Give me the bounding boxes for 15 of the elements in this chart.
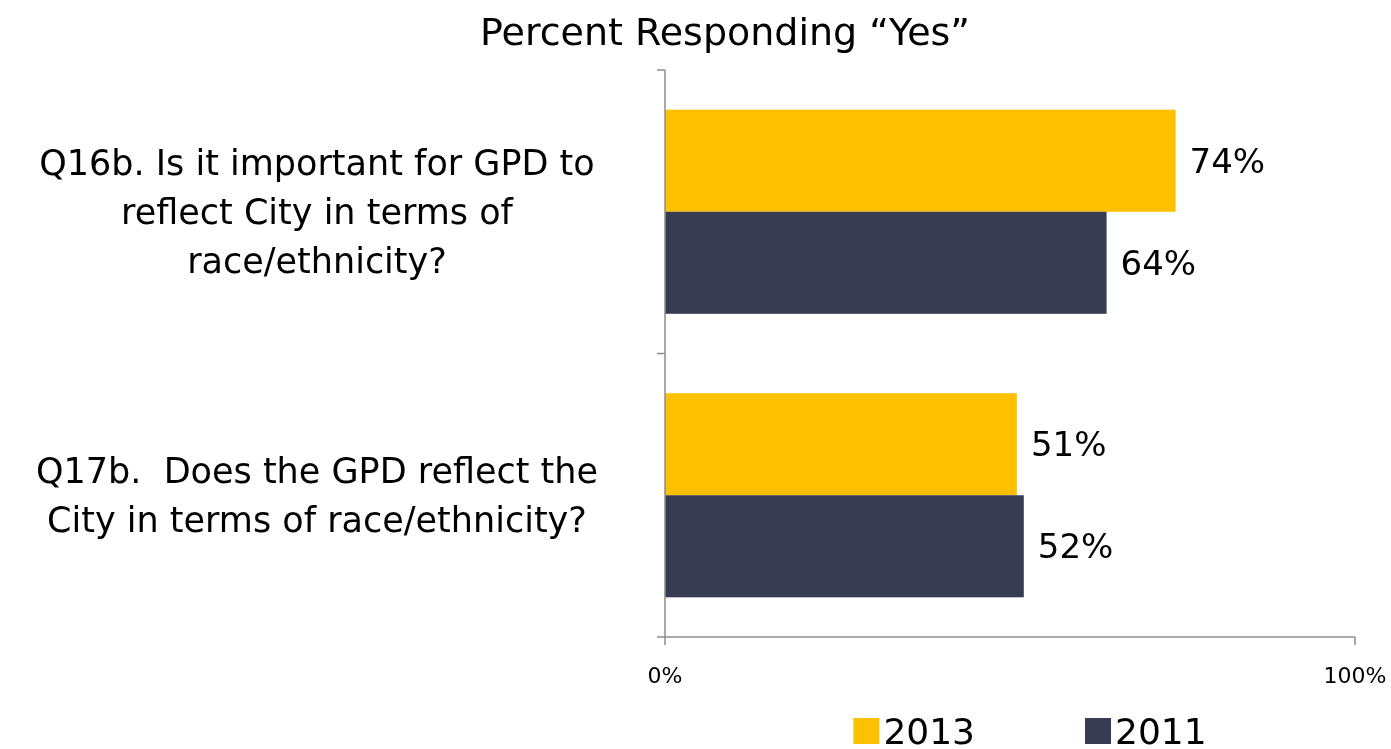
data-label: 64% bbox=[1120, 242, 1197, 283]
y-tick-label: Q16b. Is it important for GPD to reflect City in terms of race/ethnicity? bbox=[39, 142, 595, 281]
x-tick-label: 0% bbox=[647, 663, 683, 688]
bar bbox=[665, 211, 1107, 314]
bar bbox=[665, 393, 1017, 496]
x-tick-label: 100% bbox=[1323, 663, 1387, 688]
legend-label: 2013 bbox=[883, 711, 976, 749]
bar bbox=[665, 495, 1024, 598]
legend-label: 2011 bbox=[1115, 711, 1207, 749]
bar bbox=[665, 109, 1176, 212]
data-label: 52% bbox=[1037, 526, 1114, 567]
chart-title: Percent Responding “Yes” bbox=[479, 10, 971, 54]
y-tick-label: Q17b. Does the GPD reflect the City in terms of race/ethnicity? bbox=[35, 450, 599, 540]
data-label: 51% bbox=[1030, 424, 1107, 465]
data-label: 74% bbox=[1189, 140, 1266, 181]
